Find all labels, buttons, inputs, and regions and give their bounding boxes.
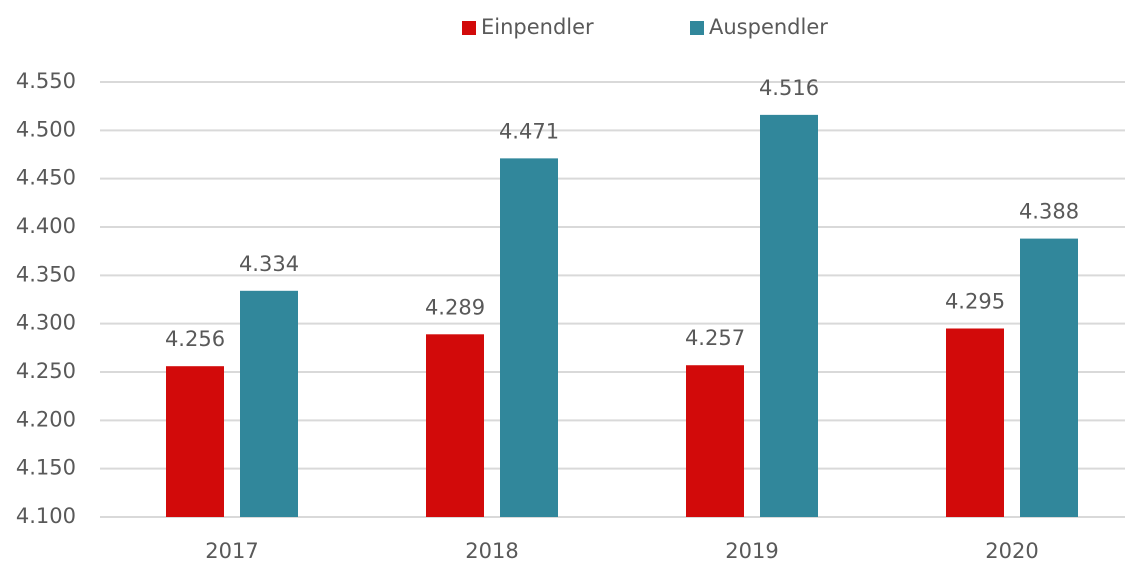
bar — [686, 365, 744, 517]
data-label: 4.334 — [239, 252, 299, 276]
data-label: 4.257 — [685, 326, 745, 350]
y-tick-label: 4.400 — [16, 214, 76, 238]
y-tick-label: 4.450 — [16, 166, 76, 190]
x-tick-label: 2017 — [205, 539, 258, 562]
data-label: 4.256 — [165, 327, 225, 351]
y-tick-label: 4.350 — [16, 262, 76, 286]
data-label: 4.471 — [499, 119, 559, 143]
y-tick-label: 4.200 — [16, 407, 76, 431]
legend-swatch — [690, 21, 704, 35]
data-label: 4.516 — [759, 76, 819, 100]
data-label: 4.289 — [425, 295, 485, 319]
y-tick-label: 4.100 — [16, 504, 76, 528]
y-tick-label: 4.500 — [16, 117, 76, 141]
legend-label: Auspendler — [709, 15, 828, 39]
legend-label: Einpendler — [481, 15, 594, 39]
bar — [760, 114, 818, 517]
x-tick-label: 2020 — [985, 539, 1038, 562]
x-tick-label: 2018 — [465, 539, 518, 562]
bar — [1020, 238, 1078, 517]
legend-swatch — [462, 21, 476, 35]
data-label: 4.295 — [945, 290, 1005, 314]
y-tick-label: 4.550 — [16, 69, 76, 93]
data-label: 4.388 — [1019, 200, 1079, 224]
bar — [240, 290, 298, 517]
y-tick-label: 4.150 — [16, 456, 76, 480]
bar — [500, 158, 558, 517]
bar — [166, 366, 224, 517]
x-tick-label: 2019 — [725, 539, 778, 562]
bar — [946, 328, 1004, 517]
y-tick-label: 4.300 — [16, 311, 76, 335]
bar — [426, 334, 484, 517]
y-tick-label: 4.250 — [16, 359, 76, 383]
